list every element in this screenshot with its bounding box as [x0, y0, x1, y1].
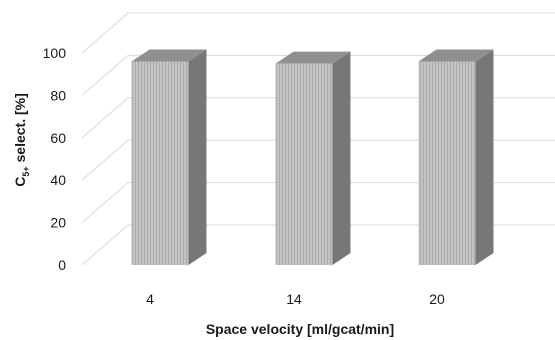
bar-front-face — [418, 61, 476, 266]
bar — [418, 49, 494, 266]
y-axis-label-rest: select. [%] — [12, 93, 28, 166]
x-tick-labels: 4 14 20 — [146, 291, 445, 307]
y-tick-label: 60 — [50, 130, 66, 146]
x-axis-label: Space velocity [ml/gcat/min] — [206, 321, 394, 337]
bar-top-face — [418, 49, 494, 62]
y-tick-label: 0 — [58, 257, 66, 273]
y-axis-label: C5+ select. [%] — [12, 93, 31, 187]
y-tick-labels: 0 20 40 60 80 100 — [43, 45, 67, 273]
bar-top-face — [131, 49, 207, 62]
bar — [275, 51, 351, 265]
bar-side-face — [332, 51, 351, 265]
bar-front-face — [131, 61, 189, 266]
bar-side-face — [188, 49, 207, 266]
bar — [131, 49, 207, 266]
bar-top-face — [275, 51, 351, 64]
x-tick-label: 14 — [286, 291, 302, 307]
gridline — [81, 12, 555, 54]
y-axis-label-main: C — [12, 177, 28, 187]
y-tick-label: 100 — [43, 45, 67, 61]
x-tick-label: 20 — [429, 291, 445, 307]
bar-side-face — [475, 49, 494, 266]
y-tick-label: 20 — [50, 215, 66, 231]
y-tick-label: 80 — [50, 87, 66, 103]
bars — [131, 49, 494, 266]
y-tick-label: 40 — [50, 172, 66, 188]
x-tick-label: 4 — [146, 291, 154, 307]
y-axis-label-sub: 5+ — [21, 166, 31, 176]
bar-front-face — [275, 63, 333, 265]
